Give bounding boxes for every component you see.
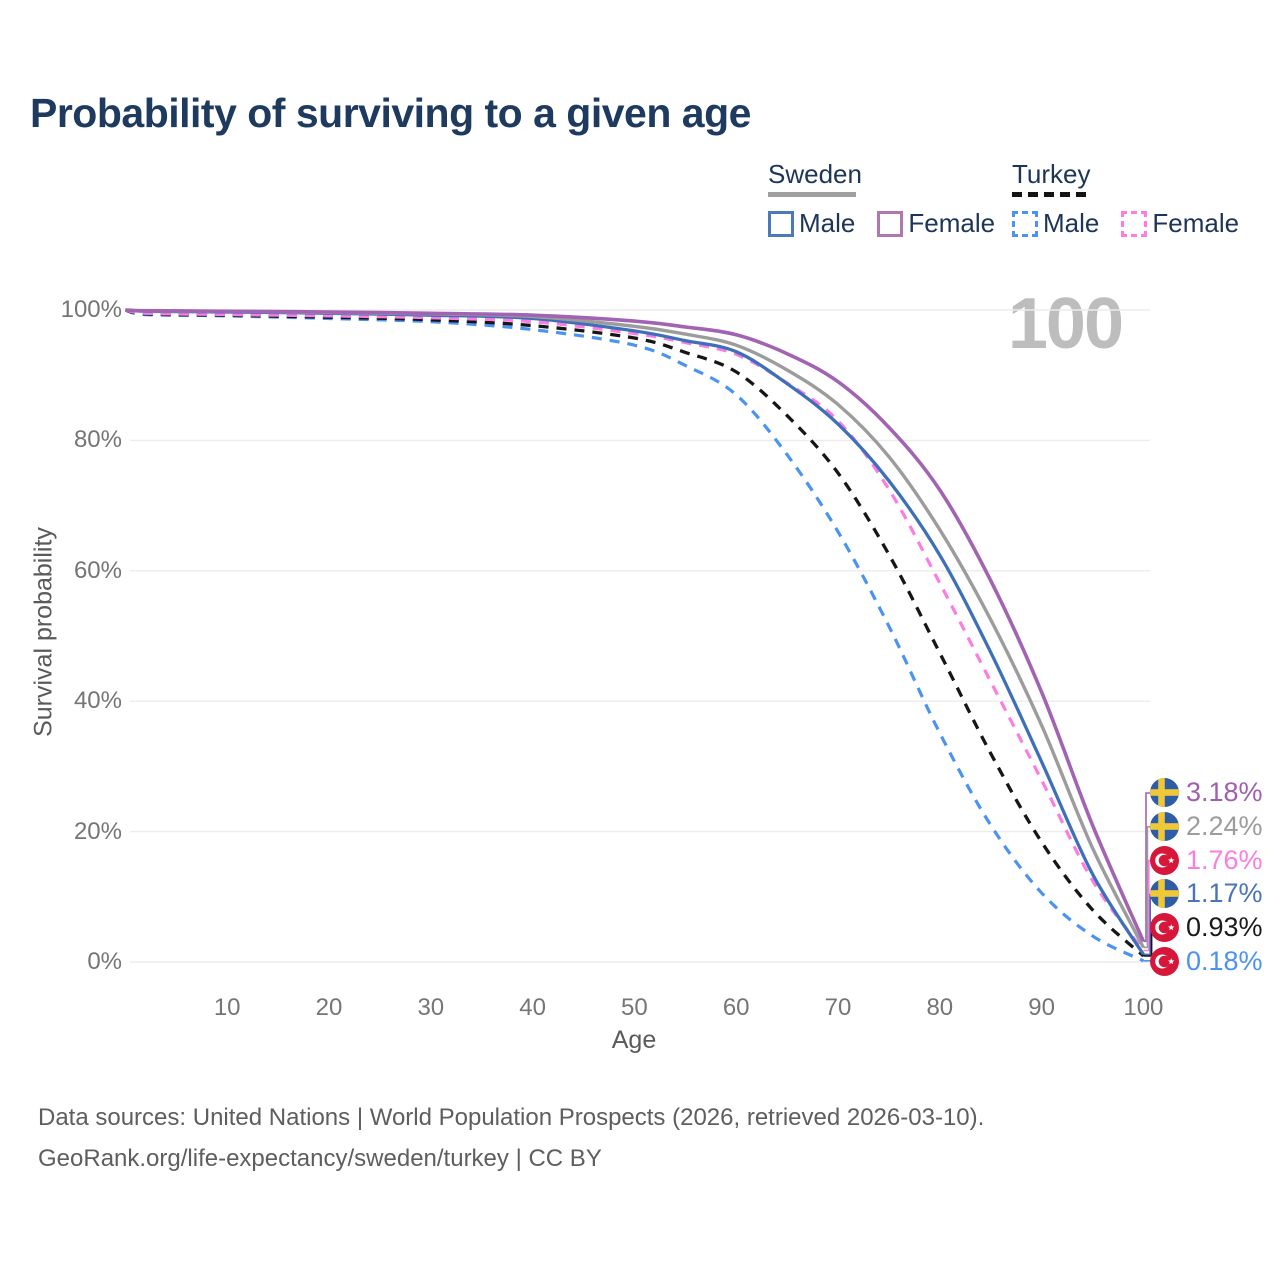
x-axis-title: Age: [611, 1026, 657, 1054]
attribution-line: GeoRank.org/life-expectancy/sweden/turke…: [38, 1145, 602, 1172]
x-tick-80: 80: [926, 994, 954, 1021]
legend-item-turkey-female[interactable]: Female: [1121, 208, 1239, 239]
curve-sweden_male[interactable]: [125, 308, 1145, 956]
x-tick-100: 100: [1123, 994, 1164, 1021]
end-value-turkey_both: 0.93%: [1186, 912, 1263, 943]
x-tick-30: 30: [417, 994, 445, 1021]
end-label-sweden_both: 2.24%: [1150, 810, 1263, 841]
checkbox-icon[interactable]: [768, 210, 794, 237]
checkbox-icon[interactable]: [1121, 210, 1148, 237]
end-value-sweden_both: 2.24%: [1186, 810, 1263, 841]
data-sources-line: Data sources: United Nations | World Pop…: [38, 1104, 985, 1131]
legend-country-turkey[interactable]: Turkey: [1012, 159, 1091, 189]
curve-sweden_female[interactable]: [125, 308, 1146, 943]
checkbox-icon[interactable]: [1012, 210, 1038, 237]
legend-line-swatch-sweden: [768, 192, 856, 197]
legend-country-sweden[interactable]: Sweden: [768, 159, 862, 189]
end-value-sweden_female: 3.18%: [1186, 777, 1263, 807]
footer: Data sources: United Nations | World Pop…: [38, 1097, 984, 1179]
turkey-flag-icon: [1150, 947, 1179, 976]
legend-item-sweden-male[interactable]: Male: [768, 208, 855, 239]
end-value-turkey_male: 0.18%: [1186, 946, 1263, 976]
legend-item-label: Male: [799, 208, 856, 238]
legend-item-turkey-male[interactable]: Male: [1012, 208, 1099, 239]
y-tick-20: 20%: [73, 817, 122, 845]
y-tick-100: 100%: [60, 296, 122, 323]
y-axis-title: Survival probability: [29, 527, 58, 737]
x-tick-60: 60: [722, 994, 750, 1021]
y-tick-60: 60%: [73, 556, 122, 584]
end-label-sweden_male: 1.17%: [1150, 878, 1263, 909]
y-tick-40: 40%: [73, 687, 122, 715]
page-title: Probability of surviving to a given age: [30, 90, 751, 136]
x-tick-20: 20: [315, 994, 343, 1021]
checkbox-icon[interactable]: [877, 210, 904, 237]
end-value-turkey_female: 1.76%: [1186, 844, 1263, 875]
legend-item-label: Female: [908, 208, 996, 238]
turkey-flag-icon: [1150, 913, 1179, 943]
y-tick-80: 80%: [73, 426, 122, 454]
legend-group-sweden: Sweden Male Female: [768, 160, 995, 239]
x-tick-50: 50: [621, 994, 648, 1021]
y-tick-0: 0%: [87, 948, 122, 975]
sweden-flag-icon: [1150, 811, 1179, 841]
x-tick-90: 90: [1028, 994, 1055, 1021]
end-value-sweden_male: 1.17%: [1186, 878, 1263, 909]
legend-item-label: Male: [1043, 208, 1100, 238]
legend-item-label: Female: [1152, 208, 1240, 238]
end-label-sweden_female: 3.18%: [1150, 778, 1263, 807]
curve-turkey_female[interactable]: [125, 308, 1145, 952]
legend-group-turkey: Turkey Male Female: [1012, 160, 1239, 239]
x-tick-10: 10: [213, 994, 241, 1021]
legend-item-sweden-female[interactable]: Female: [877, 208, 995, 239]
end-label-turkey_both: 0.93%: [1150, 912, 1263, 943]
curve-sweden_both[interactable]: [125, 308, 1145, 949]
sweden-flag-icon: [1150, 778, 1179, 807]
turkey-flag-icon: [1150, 845, 1179, 875]
sweden-flag-icon: [1150, 879, 1179, 909]
x-tick-40: 40: [519, 994, 546, 1021]
curve-turkey_both[interactable]: [124, 308, 1145, 958]
curve-turkey_male[interactable]: [124, 308, 1145, 963]
end-label-turkey_male: 0.18%: [1150, 947, 1263, 976]
legend-line-swatch-turkey: [1012, 192, 1090, 197]
age-watermark: 100: [1007, 284, 1124, 364]
x-tick-70: 70: [824, 994, 852, 1021]
end-label-turkey_female: 1.76%: [1150, 844, 1263, 875]
